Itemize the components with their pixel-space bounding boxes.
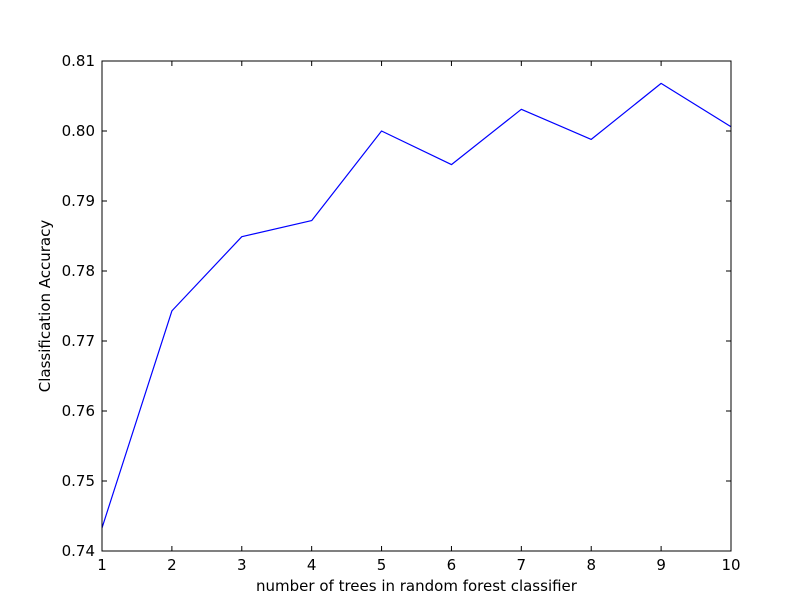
tick-labels-layer: 1 2 3 4 5 6 7 8 9 10 0.74 0.75 0.76 0.77 0.78 0.79 0.80 0… bbox=[62, 52, 741, 574]
y-tick-label: 0.77 bbox=[62, 332, 95, 350]
x-tick-label: 6 bbox=[447, 556, 457, 574]
y-tick-label: 0.74 bbox=[62, 542, 95, 560]
series-layer bbox=[101, 82, 732, 529]
x-tick-label: 1 bbox=[97, 556, 107, 574]
y-tick-label: 0.79 bbox=[62, 192, 95, 210]
x-tick-label: 4 bbox=[307, 556, 317, 574]
x-tick-label: 3 bbox=[237, 556, 247, 574]
plot-frame bbox=[101, 60, 732, 552]
ticks-layer bbox=[101, 60, 732, 552]
x-tick-label: 9 bbox=[656, 556, 666, 574]
x-tick-label: 8 bbox=[586, 556, 596, 574]
x-tick-label: 5 bbox=[377, 556, 387, 574]
x-tick-label: 2 bbox=[167, 556, 177, 574]
y-tick-label: 0.76 bbox=[62, 402, 95, 420]
series-line bbox=[101, 82, 732, 529]
y-tick-label: 0.80 bbox=[62, 122, 95, 140]
y-tick-label: 0.75 bbox=[62, 472, 95, 490]
y-tick-label: 0.81 bbox=[62, 52, 95, 70]
x-tick-label: 10 bbox=[721, 556, 740, 574]
y-tick-label: 0.78 bbox=[62, 262, 95, 280]
y-axis-label: Classification Accuracy bbox=[36, 220, 54, 393]
x-tick-label: 7 bbox=[517, 556, 527, 574]
x-axis-label: number of trees in random forest classif… bbox=[256, 577, 578, 595]
